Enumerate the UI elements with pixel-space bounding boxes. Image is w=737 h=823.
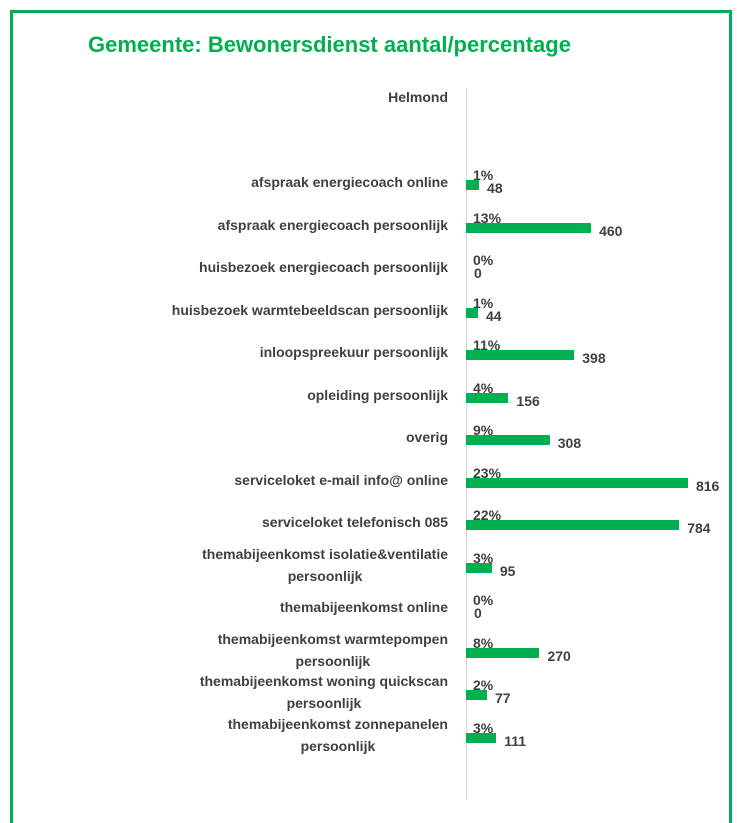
bar: [466, 647, 540, 658]
count-label: 77: [494, 690, 511, 706]
percentage-label: 1%: [473, 294, 494, 311]
category-label: themabijeenkomst zonnepanelen persoonlij…: [227, 715, 448, 754]
category-label: overig: [405, 429, 448, 445]
category-label: opleiding persoonlijk: [307, 386, 448, 403]
category-label: serviceloket e-mail info@ online: [234, 471, 448, 488]
percentage-label: 0%: [473, 592, 494, 608]
count-label: 95: [499, 562, 516, 579]
count-label: 460: [599, 222, 623, 239]
category-label: themabijeenkomst woning quickscan persoo…: [199, 673, 448, 711]
count-label: 784: [687, 520, 711, 536]
percentage-label: 3%: [473, 719, 494, 736]
count-label: 44: [485, 307, 502, 324]
category-label: themabijeenkomst isolatie&ventilatie per…: [202, 545, 448, 584]
percentage-label: 22%: [473, 507, 502, 523]
count-label: 156: [516, 392, 540, 409]
category-label: afspraak energiecoach online: [251, 174, 448, 190]
chart-title: Gemeente: Bewonersdienst aantal/percenta…: [88, 32, 571, 57]
category-label: huisbezoek energiecoach persoonlijk: [199, 259, 448, 275]
bar: [466, 477, 688, 488]
category-label: themabijeenkomst online: [279, 599, 448, 615]
percentage-label: 23%: [473, 464, 502, 481]
category-label: themabijeenkomst warmtepompen persoonlij…: [217, 630, 448, 669]
count-label: 0: [474, 265, 482, 281]
count-label: 48: [487, 180, 503, 196]
bar: [466, 180, 480, 190]
bar: [466, 350, 575, 360]
count-label: 816: [695, 477, 720, 494]
count-label: 0: [474, 605, 482, 621]
count-label: 398: [582, 350, 606, 366]
percentage-label: 2%: [473, 677, 494, 693]
frame: [10, 10, 732, 823]
category-label: afspraak energiecoach persoonlijk: [217, 216, 448, 233]
bar: [466, 562, 492, 573]
bar: [466, 732, 497, 743]
count-label: 270: [547, 647, 571, 664]
percentage-label: 9%: [473, 422, 494, 438]
bar: [466, 307, 478, 318]
bar: [466, 435, 550, 445]
percentage-label: 11%: [473, 337, 501, 353]
percentage-label: 8%: [473, 634, 494, 651]
percentage-label: 13%: [473, 209, 502, 226]
percentage-label: 3%: [473, 549, 494, 566]
count-label: 111: [504, 732, 527, 749]
category-label: huisbezoek warmtebeeldscan persoonlijk: [171, 301, 448, 318]
count-label: 308: [557, 435, 582, 451]
bar: [466, 222, 592, 233]
bar: [466, 690, 487, 700]
series-name: Helmond: [388, 89, 448, 105]
category-label: inloopspreekuur persoonlijk: [259, 344, 448, 360]
category-label: serviceloket telefonisch 085: [262, 514, 448, 530]
bar: [466, 392, 509, 403]
percentage-label: 1%: [473, 167, 494, 183]
percentage-label: 4%: [473, 379, 494, 396]
bar: [466, 520, 680, 530]
percentage-label: 0%: [473, 252, 494, 268]
